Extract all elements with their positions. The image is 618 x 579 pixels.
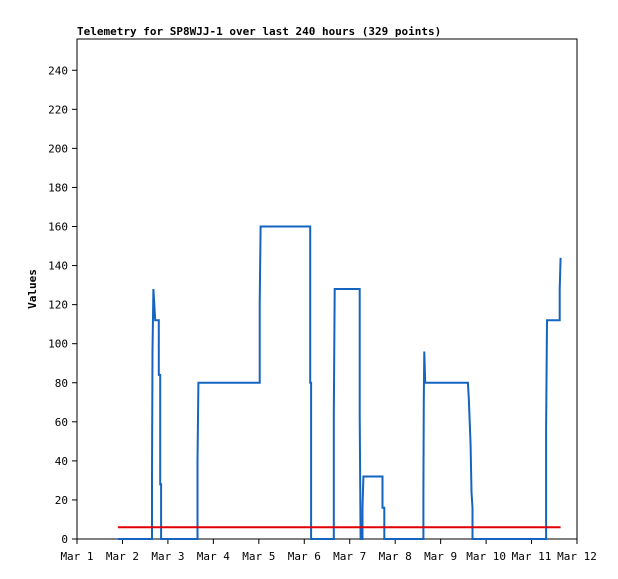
x-tick-label: Mar 8 [379, 550, 412, 563]
y-tick-label: 80 [55, 377, 68, 390]
x-tick-label: Mar 11 [512, 550, 552, 563]
x-tick-label: Mar 3 [151, 550, 184, 563]
x-tick-label: Mar 5 [242, 550, 275, 563]
x-axis: Mar 1 Mar 2 Mar 3 Mar 4 Mar 5 Mar 6 Mar 7 Mar 8… [60, 539, 597, 563]
y-tick-label: 0 [61, 533, 68, 546]
y-tick-label: 180 [48, 181, 68, 194]
y-tick-label: 220 [48, 103, 68, 116]
y-tick-label: 200 [48, 142, 68, 155]
y-tick-label: 60 [55, 416, 68, 429]
x-tick-label: Mar 10 [466, 550, 506, 563]
chart-title: Telemetry for SP8WJJ-1 over last 240 hou… [77, 25, 441, 38]
y-tick-label: 120 [48, 299, 68, 312]
x-tick-label: Mar 6 [288, 550, 321, 563]
y-tick-label: 240 [48, 64, 68, 77]
x-tick-label: Mar 7 [333, 550, 366, 563]
y-axis-label: Values [26, 269, 39, 309]
y-tick-label: 100 [48, 338, 68, 351]
x-tick-label: Mar 1 [60, 550, 93, 563]
series-group [117, 225, 562, 540]
x-tick-label: Mar 2 [106, 550, 139, 563]
y-tick-label: 140 [48, 260, 68, 273]
y-tick-label: 160 [48, 221, 68, 234]
y-tick-label: 40 [55, 455, 68, 468]
x-tick-label: Mar 12 [557, 550, 597, 563]
series-line-1 [117, 225, 562, 540]
x-tick-label: Mar 4 [197, 550, 230, 563]
y-axis: 0 20 40 60 80 100 120 140 160 180 200 220 240 [48, 64, 77, 546]
y-tick-label: 20 [55, 494, 68, 507]
x-tick-label: Mar 9 [424, 550, 457, 563]
